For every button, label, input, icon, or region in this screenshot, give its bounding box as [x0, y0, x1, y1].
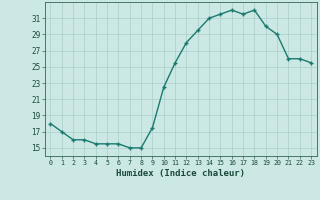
- X-axis label: Humidex (Indice chaleur): Humidex (Indice chaleur): [116, 169, 245, 178]
